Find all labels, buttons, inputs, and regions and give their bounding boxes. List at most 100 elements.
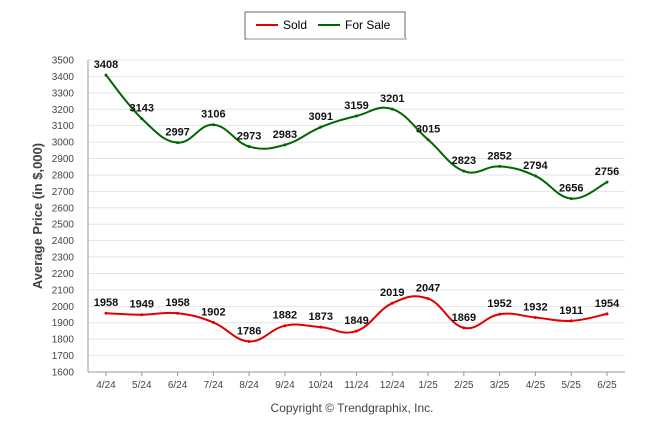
data-labels: 1958 1949 1958 1902 1786 1882 1873 1849 2019 2047…: [94, 59, 620, 337]
data-point-for-sale: [533, 174, 537, 178]
data-label-sold: 1932: [523, 301, 547, 313]
data-point-for-sale: [211, 123, 215, 127]
y-axis-title: Average Price (in $,000): [30, 143, 45, 289]
data-label-sold: 1911: [559, 305, 583, 317]
data-point-sold: [176, 311, 180, 315]
data-label-for-sale: 3408: [94, 59, 118, 71]
legend-label-sold: Sold: [283, 18, 307, 32]
data-point-sold: [211, 320, 215, 324]
y-tick-label: 3000: [52, 138, 75, 149]
y-tick-label: 2900: [52, 154, 75, 165]
legend-shadow: [247, 38, 407, 40]
data-label-sold: 1869: [452, 312, 476, 324]
x-tick-label: 11/24: [344, 380, 369, 391]
data-point-sold: [355, 329, 358, 333]
data-point-sold: [390, 301, 394, 305]
y-tick-label: 1700: [52, 351, 75, 362]
y-tick-label: 2400: [52, 236, 75, 247]
y-tick-label: 2500: [52, 220, 75, 231]
x-tick-label: 8/24: [239, 380, 259, 391]
data-label-sold: 1958: [94, 297, 118, 309]
data-label-sold: 1958: [165, 297, 189, 309]
data-label-sold: 1849: [344, 315, 368, 327]
data-point-for-sale: [247, 145, 251, 149]
data-label-for-sale: 3091: [308, 111, 332, 123]
x-tick-label: 12/24: [380, 380, 405, 391]
data-point-for-sale: [569, 197, 573, 201]
data-label-sold: 1952: [487, 298, 511, 310]
data-label-for-sale: 2983: [273, 129, 297, 141]
data-label-for-sale: 2997: [165, 127, 189, 139]
x-tick-label: 5/25: [561, 380, 581, 391]
data-point-for-sale: [426, 138, 430, 142]
data-point-sold: [140, 313, 144, 317]
data-label-for-sale: 2794: [523, 160, 548, 172]
data-point-for-sale: [462, 169, 466, 173]
x-tick-label: 2/25: [454, 380, 474, 391]
data-label-sold: 1873: [308, 311, 332, 323]
data-point-sold: [569, 319, 573, 323]
data-point-for-sale: [390, 107, 394, 111]
x-tick-label: 7/24: [204, 380, 224, 391]
y-tick-label: 2800: [52, 170, 75, 181]
data-point-for-sale: [104, 73, 108, 77]
data-label-for-sale: 3143: [130, 103, 154, 115]
y-tick-label: 3200: [52, 105, 75, 116]
y-tick-label: 1600: [52, 368, 75, 379]
y-tick-label: 2000: [52, 302, 75, 313]
data-label-sold: 1786: [237, 325, 261, 337]
x-tick-label: 3/25: [490, 380, 510, 391]
data-point-for-sale: [605, 180, 609, 184]
data-label-sold: 1902: [201, 306, 225, 318]
data-point-sold: [319, 325, 323, 329]
data-label-for-sale: 3201: [380, 93, 404, 105]
legend: Sold For Sale: [244, 11, 407, 40]
y-tick-label: 1800: [52, 335, 75, 346]
x-tick-label: 9/24: [275, 380, 295, 391]
data-label-for-sale: 2756: [595, 166, 619, 178]
data-label-for-sale: 3106: [201, 109, 225, 121]
x-tick-label: 6/25: [597, 380, 617, 391]
series: [104, 73, 609, 343]
data-label-sold: 1949: [130, 299, 154, 311]
data-point-sold: [462, 326, 466, 330]
y-tick-label: 3500: [52, 56, 75, 67]
data-point-for-sale: [176, 141, 180, 145]
data-label-for-sale: 2656: [559, 183, 583, 195]
data-label-sold: 2019: [380, 287, 404, 299]
y-tick-label: 2700: [52, 187, 75, 198]
data-point-for-sale: [140, 117, 144, 121]
y-tick-label: 3100: [52, 121, 75, 132]
x-tick-label: 4/24: [96, 380, 116, 391]
data-point-for-sale: [319, 125, 323, 129]
copyright-footer: Copyright © Trendgraphix, Inc.: [271, 401, 434, 415]
data-point-sold: [605, 312, 609, 316]
y-tick-label: 2600: [52, 203, 75, 214]
data-point-sold: [104, 311, 108, 315]
data-label-for-sale: 3015: [416, 124, 440, 136]
y-tick-label: 3400: [52, 72, 75, 83]
data-label-for-sale: 3159: [344, 100, 368, 112]
x-tick-label: 1/25: [418, 380, 438, 391]
y-tick-label: 3300: [52, 88, 75, 99]
data-label-for-sale: 2823: [452, 155, 476, 167]
data-point-sold: [498, 312, 502, 316]
y-tick-label: 1900: [52, 318, 75, 329]
data-label-for-sale: 2973: [237, 131, 261, 143]
legend-label-for-sale: For Sale: [345, 18, 391, 32]
data-label-sold: 1882: [273, 310, 297, 322]
data-label-for-sale: 2852: [487, 150, 511, 162]
data-label-sold: 2047: [416, 283, 440, 295]
data-point-for-sale: [283, 143, 287, 147]
data-point-sold: [283, 324, 287, 328]
data-point-sold: [533, 315, 537, 319]
y-tick-label: 2200: [52, 269, 75, 280]
y-tick-label: 2100: [52, 285, 75, 296]
data-label-sold: 1954: [595, 298, 620, 310]
grid: [88, 59, 625, 373]
y-tick-label: 2300: [52, 253, 75, 264]
x-tick-label: 6/24: [168, 380, 188, 391]
data-point-sold: [426, 297, 430, 301]
data-point-sold: [247, 339, 251, 343]
